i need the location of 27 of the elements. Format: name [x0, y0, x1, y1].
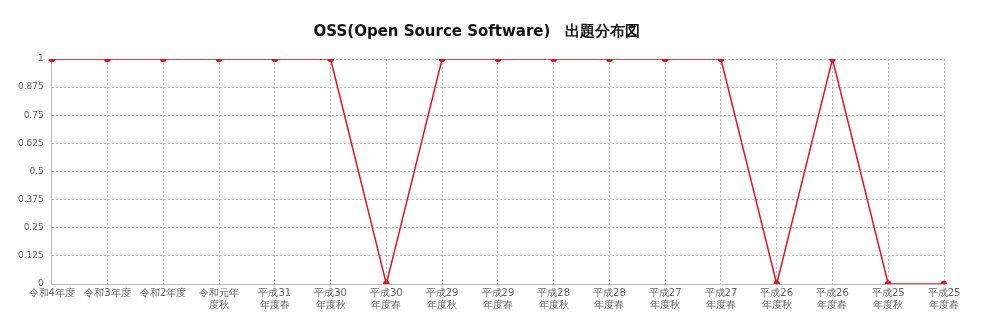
- x-tick-label: 平成31年度春: [258, 286, 292, 310]
- x-tick-label: 平成25年度春: [927, 286, 961, 310]
- x-tick-label: 令和元年度秋: [199, 286, 240, 310]
- x-tick-label: 平成29年度春: [481, 286, 515, 310]
- x-tick-label: 平成30年度春: [369, 286, 403, 310]
- x-tick-label: 令和3年度: [84, 286, 131, 298]
- x-tick-label: 令和4年度: [28, 286, 75, 298]
- x-tick-label: 平成28年度秋: [537, 286, 571, 310]
- y-tick-label: 0: [38, 278, 45, 289]
- y-tick-label: 0.75: [23, 109, 44, 120]
- y-tick-label: 0.25: [23, 222, 44, 233]
- chart-title: OSS(Open Source Software) 出題分布図: [313, 21, 641, 40]
- x-tick-label: 平成30年度秋: [314, 286, 347, 310]
- x-tick-label: 平成29年度秋: [425, 286, 459, 310]
- x-tick-label: 平成28年度春: [593, 286, 626, 310]
- x-tick-label: 平成27年度秋: [648, 286, 682, 310]
- y-tick-label: 0.875: [18, 81, 44, 92]
- y-tick-label: 0.375: [18, 193, 44, 204]
- y-tick-label: 0.625: [18, 137, 44, 148]
- y-tick-label: 1: [38, 53, 44, 64]
- x-tick-label: 令和2年度: [140, 286, 187, 298]
- x-tick-label: 平成27年度春: [704, 286, 738, 310]
- x-tick-label: 平成25年度秋: [871, 286, 905, 310]
- y-tick-label: 0.125: [18, 250, 44, 261]
- x-tick-label: 平成26年度春: [816, 286, 849, 310]
- y-tick-label: 0.5: [29, 165, 44, 176]
- x-tick-label: 平成26年度秋: [760, 286, 794, 310]
